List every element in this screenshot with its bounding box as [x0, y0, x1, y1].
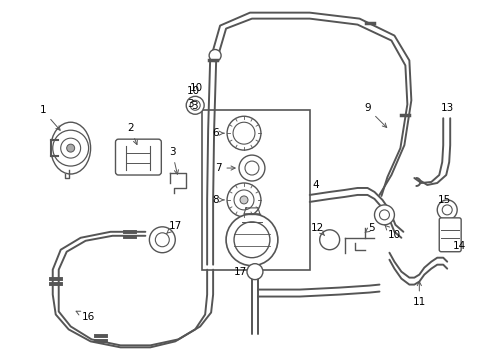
Circle shape — [225, 214, 277, 266]
Circle shape — [234, 190, 253, 210]
Circle shape — [244, 161, 259, 175]
Circle shape — [149, 227, 175, 253]
Text: 3: 3 — [186, 99, 193, 109]
Circle shape — [319, 230, 339, 250]
Circle shape — [239, 155, 264, 181]
Circle shape — [436, 200, 456, 220]
Circle shape — [209, 50, 221, 62]
Text: 3: 3 — [169, 147, 178, 174]
Circle shape — [240, 196, 247, 204]
Circle shape — [155, 233, 169, 247]
Circle shape — [53, 130, 88, 166]
Circle shape — [61, 138, 81, 158]
Circle shape — [234, 222, 269, 258]
Circle shape — [374, 205, 394, 225]
Text: 1: 1 — [40, 105, 60, 130]
Text: 14: 14 — [451, 241, 465, 251]
Ellipse shape — [51, 122, 90, 174]
Text: 5: 5 — [365, 223, 374, 233]
Text: 16: 16 — [76, 311, 95, 323]
FancyBboxPatch shape — [115, 139, 161, 175]
FancyBboxPatch shape — [438, 218, 460, 252]
Circle shape — [226, 116, 261, 150]
Text: 8: 8 — [211, 195, 224, 205]
Text: 10: 10 — [186, 86, 200, 96]
Text: 17: 17 — [166, 221, 182, 234]
Circle shape — [190, 100, 200, 110]
Text: 9: 9 — [364, 103, 386, 127]
Text: 10: 10 — [384, 225, 400, 240]
Text: 11: 11 — [412, 282, 425, 306]
Text: 17: 17 — [233, 267, 246, 276]
Text: 15: 15 — [437, 195, 450, 205]
Circle shape — [66, 144, 75, 152]
Circle shape — [441, 205, 451, 215]
Bar — [202, 110, 309, 270]
Circle shape — [379, 210, 388, 220]
Text: 4: 4 — [312, 180, 318, 190]
Text: 13: 13 — [440, 103, 453, 113]
Text: 6: 6 — [211, 128, 224, 138]
Circle shape — [246, 264, 263, 280]
Text: 12: 12 — [310, 223, 324, 235]
Circle shape — [233, 122, 254, 144]
Text: 7: 7 — [214, 163, 235, 173]
Circle shape — [226, 183, 261, 217]
Circle shape — [186, 96, 203, 114]
Text: 10: 10 — [189, 84, 203, 93]
Text: 2: 2 — [127, 123, 137, 144]
Text: 3: 3 — [190, 101, 197, 111]
